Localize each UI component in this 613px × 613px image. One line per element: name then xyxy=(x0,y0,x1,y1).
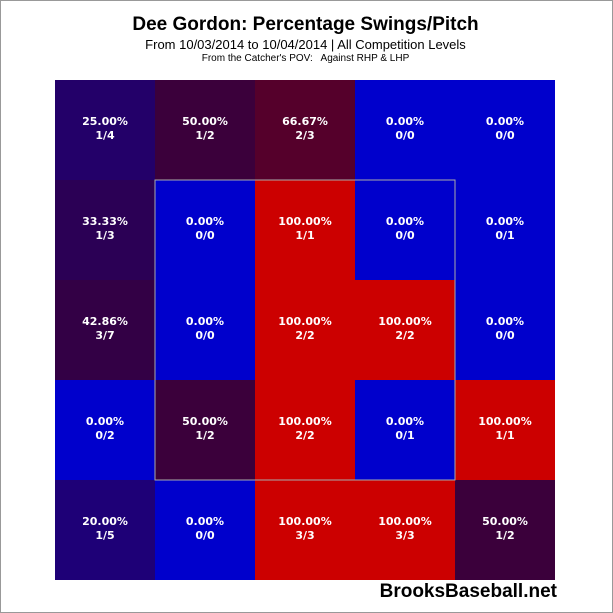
cell-percentage-r2-c4: 0.00% xyxy=(486,315,524,328)
heatmap-cell-r0-c2 xyxy=(255,80,355,180)
cell-percentage-r1-c2: 100.00% xyxy=(278,215,331,228)
strike-zone-outline xyxy=(154,179,456,481)
cell-count-r0-c4: 0/0 xyxy=(495,129,515,142)
chart-title: Dee Gordon: Percentage Swings/Pitch xyxy=(132,14,479,35)
cell-percentage-r2-c0: 42.86% xyxy=(82,315,128,328)
heatmap-cell-r3-c4 xyxy=(455,380,555,480)
heatmap-cell-r1-c0 xyxy=(55,180,155,280)
heatmap-cell-r0-c4 xyxy=(455,80,555,180)
heatmap-cell-r1-c3 xyxy=(355,180,455,280)
cell-count-r0-c1: 1/2 xyxy=(195,129,214,142)
cell-percentage-r0-c2: 66.67% xyxy=(282,115,328,128)
heatmap-cell-r3-c3 xyxy=(355,380,455,480)
cell-percentage-r0-c3: 0.00% xyxy=(386,115,424,128)
cell-percentage-r3-c0: 0.00% xyxy=(86,415,124,428)
heatmap-cell-r4-c4 xyxy=(455,480,555,580)
heatmap-cell-r0-c0 xyxy=(55,80,155,180)
heatmap-cell-r2-c2 xyxy=(255,280,355,380)
heatmap-cell-r2-c0 xyxy=(55,280,155,380)
heatmap-cell-r2-c1 xyxy=(155,280,255,380)
heatmap-cell-r4-c2 xyxy=(255,480,355,580)
cell-count-r2-c1: 0/0 xyxy=(195,329,215,342)
cell-count-r2-c3: 2/2 xyxy=(395,329,414,342)
heatmap-cell-r0-c1 xyxy=(155,80,255,180)
cell-percentage-r4-c3: 100.00% xyxy=(378,515,431,528)
brooks-baseball-watermark: BrooksBaseball.net xyxy=(379,581,557,602)
cell-count-r0-c3: 0/0 xyxy=(395,129,415,142)
heatmap-cell-r1-c1 xyxy=(155,180,255,280)
cell-count-r3-c2: 2/2 xyxy=(295,429,314,442)
cell-count-r1-c2: 1/1 xyxy=(295,229,314,242)
cell-count-r1-c4: 0/1 xyxy=(495,229,514,242)
cell-count-r1-c0: 1/3 xyxy=(95,229,114,242)
cell-percentage-r0-c1: 50.00% xyxy=(182,115,228,128)
cell-count-r2-c0: 3/7 xyxy=(95,329,114,342)
cell-percentage-r1-c4: 0.00% xyxy=(486,215,524,228)
cell-count-r1-c3: 0/0 xyxy=(395,229,415,242)
heatmap-cell-r3-c1 xyxy=(155,380,255,480)
cell-count-r4-c3: 3/3 xyxy=(395,529,414,542)
cell-percentage-r4-c4: 50.00% xyxy=(482,515,528,528)
heatmap-cell-r3-c0 xyxy=(55,380,155,480)
cell-percentage-r1-c0: 33.33% xyxy=(82,215,128,228)
cell-count-r4-c0: 1/5 xyxy=(95,529,114,542)
heatmap-cell-r1-c4 xyxy=(455,180,555,280)
cell-percentage-r1-c1: 0.00% xyxy=(186,215,224,228)
cell-count-r3-c0: 0/2 xyxy=(95,429,114,442)
cell-percentage-r3-c1: 50.00% xyxy=(182,415,228,428)
cell-percentage-r4-c1: 0.00% xyxy=(186,515,224,528)
cell-percentage-r4-c0: 20.00% xyxy=(82,515,128,528)
heatmap-cell-r2-c4 xyxy=(455,280,555,380)
cell-count-r3-c4: 1/1 xyxy=(495,429,514,442)
cell-percentage-r2-c2: 100.00% xyxy=(278,315,331,328)
heatmap-cell-r3-c2 xyxy=(255,380,355,480)
cell-count-r3-c1: 1/2 xyxy=(195,429,214,442)
cell-percentage-r4-c2: 100.00% xyxy=(278,515,331,528)
chart-subtitle: From 10/03/2014 to 10/04/2014 | All Comp… xyxy=(145,37,466,52)
cell-percentage-r0-c4: 0.00% xyxy=(486,115,524,128)
chart-subtitle-pov: From the Catcher's POV: Against RHP & LH… xyxy=(201,53,410,64)
cell-count-r2-c4: 0/0 xyxy=(495,329,515,342)
heatmap-cell-r4-c3 xyxy=(355,480,455,580)
cell-count-r2-c2: 2/2 xyxy=(295,329,314,342)
cell-count-r3-c3: 0/1 xyxy=(395,429,414,442)
cell-count-r4-c4: 1/2 xyxy=(495,529,514,542)
heatmap-cell-r4-c0 xyxy=(55,480,155,580)
cell-count-r1-c1: 0/0 xyxy=(195,229,215,242)
cell-percentage-r3-c3: 0.00% xyxy=(386,415,424,428)
cell-percentage-r3-c2: 100.00% xyxy=(278,415,331,428)
heatmap-cell-r1-c2 xyxy=(255,180,355,280)
cell-count-r4-c2: 3/3 xyxy=(295,529,314,542)
cell-count-r0-c2: 2/3 xyxy=(295,129,314,142)
cell-count-r0-c0: 1/4 xyxy=(95,129,115,142)
cell-count-r4-c1: 0/0 xyxy=(195,529,215,542)
cell-percentage-r2-c3: 100.00% xyxy=(378,315,431,328)
cell-percentage-r0-c0: 25.00% xyxy=(82,115,128,128)
cell-percentage-r2-c1: 0.00% xyxy=(186,315,224,328)
cell-percentage-r1-c3: 0.00% xyxy=(386,215,424,228)
heatmap-cell-r4-c1 xyxy=(155,480,255,580)
heatmap-cell-r2-c3 xyxy=(355,280,455,380)
cell-percentage-r3-c4: 100.00% xyxy=(478,415,531,428)
heatmap-cell-r0-c3 xyxy=(355,80,455,180)
